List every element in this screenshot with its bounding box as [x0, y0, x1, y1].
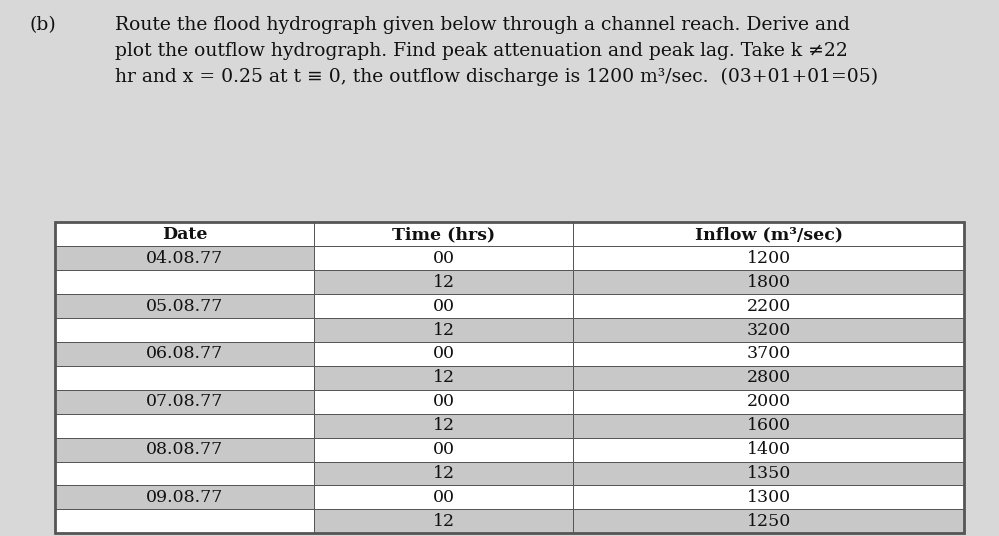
Bar: [314, 318, 573, 342]
Bar: [314, 438, 573, 461]
Bar: [55, 342, 314, 366]
Text: 00: 00: [433, 489, 455, 506]
Text: 1200: 1200: [746, 250, 790, 267]
Bar: [55, 270, 314, 294]
Bar: [314, 414, 573, 438]
Bar: [573, 318, 964, 342]
Bar: [573, 342, 964, 366]
Bar: [573, 222, 964, 247]
Text: 12: 12: [433, 369, 455, 386]
Bar: [314, 509, 573, 533]
Bar: [573, 270, 964, 294]
Text: 1800: 1800: [746, 274, 790, 291]
Bar: [573, 414, 964, 438]
Bar: [573, 390, 964, 414]
Bar: [314, 390, 573, 414]
Bar: [314, 222, 573, 247]
Text: 00: 00: [433, 250, 455, 267]
Text: 2200: 2200: [746, 297, 790, 315]
Text: 00: 00: [433, 346, 455, 362]
Text: Inflow (m³/sec): Inflow (m³/sec): [694, 226, 842, 243]
Bar: [55, 461, 314, 486]
Text: 04.08.77: 04.08.77: [146, 250, 223, 267]
Text: 1600: 1600: [746, 417, 790, 434]
Text: 08.08.77: 08.08.77: [146, 441, 223, 458]
Bar: [55, 438, 314, 461]
Bar: [55, 390, 314, 414]
Bar: [55, 509, 314, 533]
Bar: [55, 414, 314, 438]
Bar: [314, 270, 573, 294]
Text: 12: 12: [433, 465, 455, 482]
Text: 1250: 1250: [746, 513, 790, 530]
Bar: [55, 366, 314, 390]
Bar: [573, 486, 964, 509]
Bar: [55, 294, 314, 318]
Text: 12: 12: [433, 322, 455, 339]
Text: 12: 12: [433, 513, 455, 530]
Text: 2800: 2800: [746, 369, 790, 386]
Text: 00: 00: [433, 441, 455, 458]
Bar: [55, 486, 314, 509]
Text: 1350: 1350: [746, 465, 790, 482]
Text: 12: 12: [433, 274, 455, 291]
Bar: [55, 318, 314, 342]
Text: (b): (b): [30, 16, 57, 34]
Bar: [573, 438, 964, 461]
Bar: [314, 342, 573, 366]
Bar: [573, 509, 964, 533]
Text: 3700: 3700: [746, 346, 790, 362]
Bar: [314, 461, 573, 486]
Text: 1300: 1300: [746, 489, 790, 506]
Text: Time (hrs): Time (hrs): [392, 226, 496, 243]
Text: 00: 00: [433, 393, 455, 410]
Text: 09.08.77: 09.08.77: [146, 489, 223, 506]
Bar: [573, 461, 964, 486]
Bar: [55, 222, 964, 533]
Text: Route the flood hydrograph given below through a channel reach. Derive and
plot : Route the flood hydrograph given below t…: [115, 16, 878, 86]
Bar: [314, 294, 573, 318]
Bar: [55, 247, 314, 270]
Text: 06.08.77: 06.08.77: [146, 346, 223, 362]
Bar: [573, 247, 964, 270]
Bar: [314, 247, 573, 270]
Text: 05.08.77: 05.08.77: [146, 297, 223, 315]
Text: 1400: 1400: [746, 441, 790, 458]
Bar: [573, 294, 964, 318]
Text: 2000: 2000: [746, 393, 790, 410]
Bar: [573, 366, 964, 390]
Bar: [314, 366, 573, 390]
Bar: [314, 486, 573, 509]
Bar: [55, 222, 314, 247]
Text: 12: 12: [433, 417, 455, 434]
Text: 00: 00: [433, 297, 455, 315]
Text: Date: Date: [162, 226, 207, 243]
Text: 07.08.77: 07.08.77: [146, 393, 223, 410]
Text: 3200: 3200: [746, 322, 790, 339]
